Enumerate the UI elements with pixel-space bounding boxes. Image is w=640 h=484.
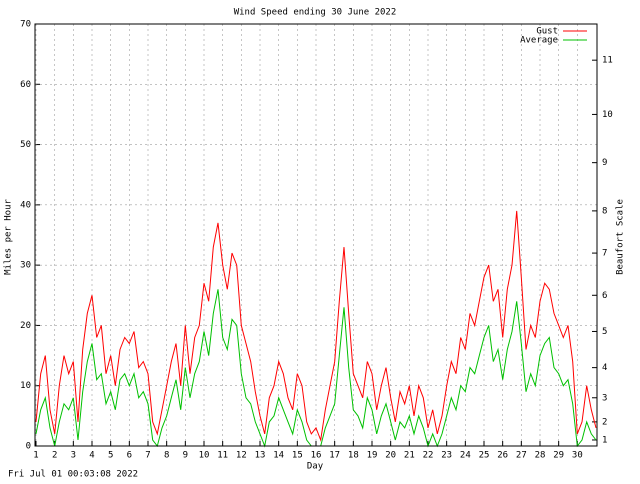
- x-tick-label: 6: [127, 451, 132, 461]
- y-tick-label: 0: [26, 442, 31, 452]
- y-tick-label: 60: [20, 80, 31, 90]
- y2-tick-label: 5: [602, 327, 607, 337]
- x-tick-label: 7: [145, 451, 150, 461]
- x-tick-label: 10: [199, 451, 210, 461]
- y2-tick-label: 9: [602, 158, 607, 168]
- y-tick-label: 50: [20, 140, 31, 150]
- x-tick-label: 14: [273, 451, 284, 461]
- y2-tick-label: 10: [602, 110, 613, 120]
- x-tick-label: 16: [311, 451, 322, 461]
- x-axis-label: Day: [307, 462, 324, 472]
- legend-label: Average: [520, 36, 558, 46]
- x-tick-label: 19: [367, 451, 378, 461]
- x-tick-label: 23: [441, 451, 452, 461]
- y2-tick-label: 3: [602, 393, 607, 403]
- y2-tick-label: 2: [602, 417, 607, 427]
- footer: Fri Jul 01 00:03:08 2022: [8, 470, 138, 480]
- y-axis-label: Miles per Hour: [4, 198, 14, 274]
- y2-tick-label: 4: [602, 363, 607, 373]
- x-tick-label: 2: [52, 451, 57, 461]
- x-tick-label: 9: [183, 451, 188, 461]
- chart-title: Wind Speed ending 30 June 2022: [234, 8, 397, 18]
- y2-axis-label: Beaufort Scale: [616, 199, 626, 275]
- x-tick-label: 5: [108, 451, 113, 461]
- x-tick-label: 15: [292, 451, 303, 461]
- y2-tick-label: 8: [602, 206, 607, 216]
- x-tick-label: 13: [255, 451, 266, 461]
- x-tick-label: 12: [236, 451, 247, 461]
- x-tick-label: 26: [497, 451, 508, 461]
- y-tick-label: 10: [20, 381, 31, 391]
- x-tick-label: 11: [217, 451, 228, 461]
- x-tick-label: 28: [535, 451, 546, 461]
- x-tick-label: 22: [423, 451, 434, 461]
- x-tick-label: 4: [89, 451, 94, 461]
- y2-tick-label: 7: [602, 249, 607, 259]
- x-tick-label: 24: [460, 451, 471, 461]
- x-tick-label: 27: [516, 451, 527, 461]
- x-tick-label: 18: [348, 451, 359, 461]
- plot-frame: [34, 23, 598, 447]
- x-tick-label: 25: [479, 451, 490, 461]
- legend-label: Gust: [536, 27, 558, 37]
- y2-tick-label: 6: [602, 291, 607, 301]
- x-tick-label: 8: [164, 451, 169, 461]
- y-tick-label: 40: [20, 200, 31, 210]
- x-tick-label: 21: [404, 451, 415, 461]
- x-tick-label: 17: [329, 451, 340, 461]
- y-tick-label: 70: [20, 20, 31, 30]
- y-tick-label: 20: [20, 321, 31, 331]
- series-line: [35, 210, 597, 442]
- x-tick-label: 20: [385, 451, 396, 461]
- x-tick-label: 3: [71, 451, 76, 461]
- y2-tick-label: 1: [602, 435, 607, 445]
- x-tick-label: 29: [553, 451, 564, 461]
- x-tick-label: 30: [572, 451, 583, 461]
- y2-tick-label: 11: [602, 56, 613, 66]
- y-tick-label: 30: [20, 261, 31, 271]
- x-tick-label: 1: [33, 451, 38, 461]
